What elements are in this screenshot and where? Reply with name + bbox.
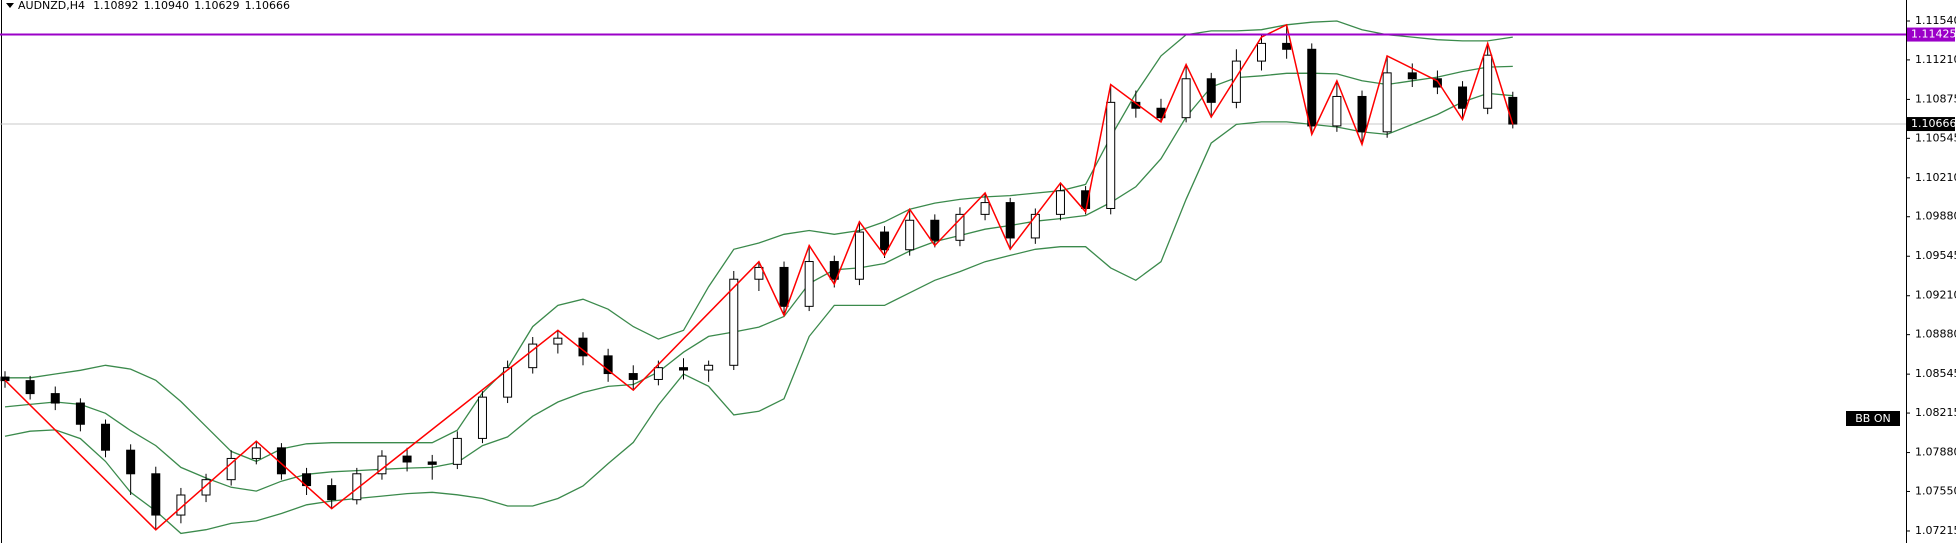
header-value: 1.10666 <box>245 0 291 12</box>
candle-body <box>704 364 714 371</box>
candle-body <box>251 447 261 459</box>
header-value: 1.10940 <box>144 0 190 12</box>
candle-body <box>1282 42 1292 50</box>
candle-body <box>1508 96 1518 125</box>
candle-body <box>553 337 563 345</box>
candle-body <box>754 266 764 280</box>
candle-body <box>50 393 60 404</box>
candle-body <box>528 343 538 369</box>
candle-body <box>75 402 85 425</box>
candle-body <box>503 367 513 398</box>
candle-body <box>402 455 412 463</box>
band-lower <box>4 92 1513 535</box>
y-tick-label: 1.11210 <box>1915 53 1956 66</box>
band-middle <box>4 65 1513 492</box>
y-tick-label: 1.07550 <box>1915 484 1956 497</box>
candle-body <box>779 266 789 307</box>
y-tick-label: 1.07880 <box>1915 446 1956 459</box>
candle-body <box>1005 202 1015 239</box>
candle-body <box>1206 78 1216 103</box>
header-arrow <box>6 3 14 8</box>
candle-body <box>930 219 940 241</box>
candle-body <box>729 278 739 366</box>
indicator-button[interactable] <box>1846 411 1900 426</box>
candle-body <box>628 373 638 380</box>
candle-body <box>1458 86 1468 109</box>
candle-body <box>1257 42 1266 62</box>
candle-body <box>1407 72 1417 80</box>
y-tick-label: 1.09545 <box>1915 249 1956 262</box>
candle-body <box>126 449 136 475</box>
y-tick-label: 1.10875 <box>1915 92 1956 105</box>
candle-body <box>1307 48 1317 127</box>
level-label-box <box>1907 27 1955 42</box>
y-tick-label: 1.10210 <box>1915 171 1956 184</box>
header-value: 1.10892 <box>93 0 139 12</box>
symbol-title: AUDNZD,H4 <box>18 0 85 12</box>
y-tick-label: 1.08215 <box>1915 406 1956 419</box>
candle-body <box>905 219 915 251</box>
candle-body <box>477 396 487 439</box>
y-tick-label: 1.08545 <box>1915 367 1956 380</box>
current-price-label: 1.10666 <box>1911 117 1956 130</box>
candle-body <box>352 473 362 501</box>
candle-body <box>1483 54 1493 109</box>
candle-body <box>201 479 211 496</box>
candle-body <box>0 376 10 382</box>
y-tick-label: 1.08880 <box>1915 328 1956 341</box>
header-value: 1.10629 <box>194 0 240 12</box>
candle-body <box>1030 213 1040 239</box>
y-tick-label: 1.10545 <box>1915 131 1956 144</box>
level-label: 1.11425 <box>1911 28 1956 41</box>
candle-body <box>1357 95 1367 133</box>
indicator-button-label[interactable]: BB ON <box>1855 412 1890 425</box>
y-tick-label: 1.09210 <box>1915 289 1956 302</box>
candle-body <box>603 355 613 375</box>
candle-body <box>880 231 890 251</box>
candle-body <box>25 380 35 395</box>
candle-body <box>980 202 990 215</box>
current-price-box <box>1907 117 1955 132</box>
candle-body <box>829 261 839 280</box>
candle-body <box>327 485 337 501</box>
candle-body <box>452 437 462 465</box>
candle-body <box>151 473 161 516</box>
candle-body <box>1055 190 1065 215</box>
y-tick-label: 1.09880 <box>1915 210 1956 223</box>
candle-body <box>1181 78 1191 119</box>
candle-body <box>653 367 663 380</box>
candle-body <box>1106 101 1116 209</box>
candle-body <box>1432 78 1442 88</box>
candle-body <box>955 213 965 241</box>
y-tick-label: 1.11540 <box>1915 14 1956 27</box>
candle-body <box>679 367 689 371</box>
y-tick-label: 1.07215 <box>1915 524 1956 537</box>
candle-body <box>804 261 814 307</box>
candle-body <box>1231 60 1241 103</box>
candle-body <box>854 231 864 280</box>
zigzag-line <box>4 23 1514 531</box>
candle-body <box>427 461 437 465</box>
candle-body <box>1382 72 1392 133</box>
candle-body <box>226 457 236 481</box>
candle-body <box>101 423 111 451</box>
candle-body <box>1332 95 1342 127</box>
